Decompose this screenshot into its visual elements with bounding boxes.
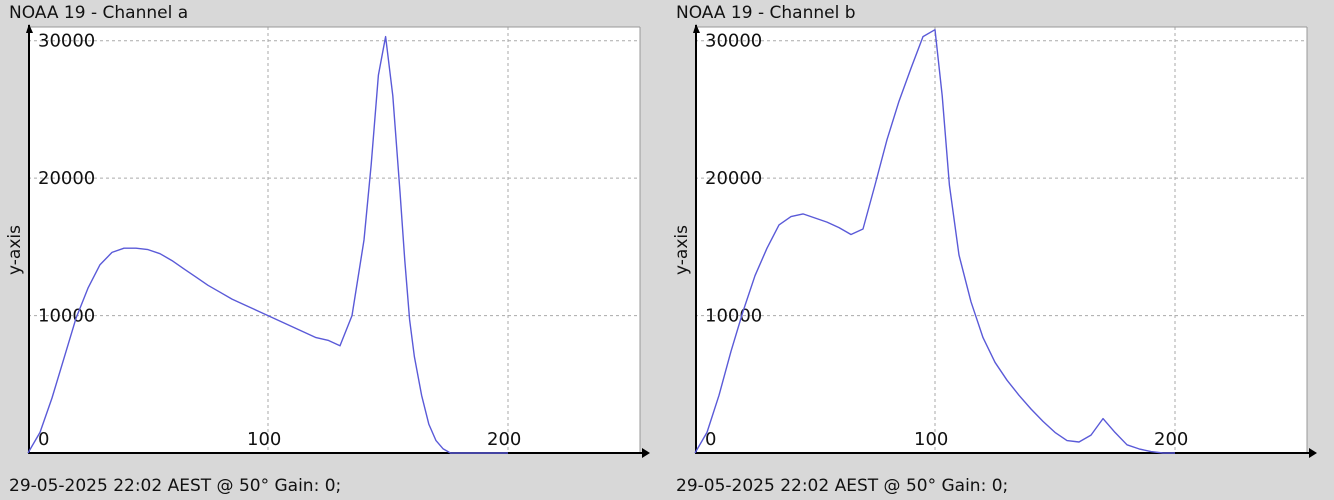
capture-info: 29-05-2025 22:02 AEST @ 50° Gain: 0; [676,476,1009,496]
x-axis-arrow [642,448,650,458]
y-tick-label: 10000 [705,306,762,327]
y-tick-label: 10000 [38,306,95,327]
x-axis-arrow [1309,448,1317,458]
plot-area [695,27,1307,453]
capture-info: 29-05-2025 22:02 AEST @ 50° Gain: 0; [9,476,342,496]
chart-title: NOAA 19 - Channel a [9,3,189,23]
y-tick-label: 20000 [38,168,95,189]
plot-area [28,27,640,453]
y-tick-label: 30000 [705,31,762,52]
y-tick-label: 30000 [38,31,95,52]
x-tick-label: 100 [247,429,281,450]
chart-panel-channel-b: NOAA 19 - Channel b 0 100 200 10000 20000 300… [667,0,1334,500]
chart-panel-channel-a: NOAA 19 - Channel a 0 100 200 10000 20000 300… [5,3,650,496]
x-tick-label: 0 [705,429,716,450]
x-tick-label: 200 [1154,429,1188,450]
y-axis-arrow [693,24,700,33]
x-tick-label: 200 [487,429,521,450]
line-chart-channel-a: 0 100 200 10000 20000 30000 y-axis [5,24,650,458]
y-axis-arrow [26,24,33,33]
x-tick-label: 0 [38,429,49,450]
line-chart-channel-b: 0 100 200 10000 20000 30000 y-axis [672,24,1317,458]
y-axis-label: y-axis [672,225,692,275]
chart-title: NOAA 19 - Channel b [676,3,856,23]
y-tick-label: 20000 [705,168,762,189]
series-line [694,28,1175,454]
y-axis-label: y-axis [5,225,25,275]
series-line [27,35,508,454]
x-tick-label: 100 [914,429,948,450]
